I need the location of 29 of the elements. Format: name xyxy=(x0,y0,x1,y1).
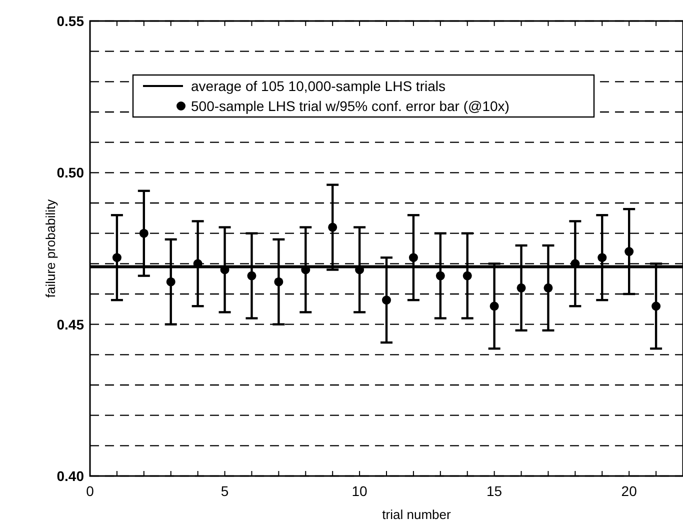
legend-label: average of 105 10,000-sample LHS trials xyxy=(191,78,446,94)
point xyxy=(408,253,418,262)
point xyxy=(516,283,526,292)
x-tick-label: 5 xyxy=(220,483,229,499)
point xyxy=(598,253,607,262)
point xyxy=(436,271,445,280)
point xyxy=(274,277,284,286)
point xyxy=(112,253,122,262)
point xyxy=(247,271,256,280)
y-tick-label: 0.40 xyxy=(56,468,84,484)
y-tick-label: 0.55 xyxy=(56,13,84,29)
y-axis-title: failure probability xyxy=(43,198,58,298)
x-tick-label: 0 xyxy=(86,483,94,499)
legend-label: 500-sample LHS trial w/95% conf. error bar (@10x) xyxy=(191,98,510,114)
point xyxy=(624,247,634,256)
y-tick-label: 0.50 xyxy=(56,164,84,181)
point xyxy=(652,302,661,311)
x-tick-label: 15 xyxy=(486,483,502,499)
point xyxy=(166,277,176,286)
point xyxy=(139,228,148,238)
point xyxy=(382,296,391,305)
point xyxy=(544,283,553,292)
point xyxy=(462,271,472,280)
x-tick-label: 20 xyxy=(621,483,638,499)
point xyxy=(328,222,338,232)
point xyxy=(490,302,499,311)
x-tick-label: 10 xyxy=(352,483,368,499)
x-axis-title: trial number xyxy=(382,507,452,522)
y-tick-label: 0.45 xyxy=(56,316,84,332)
